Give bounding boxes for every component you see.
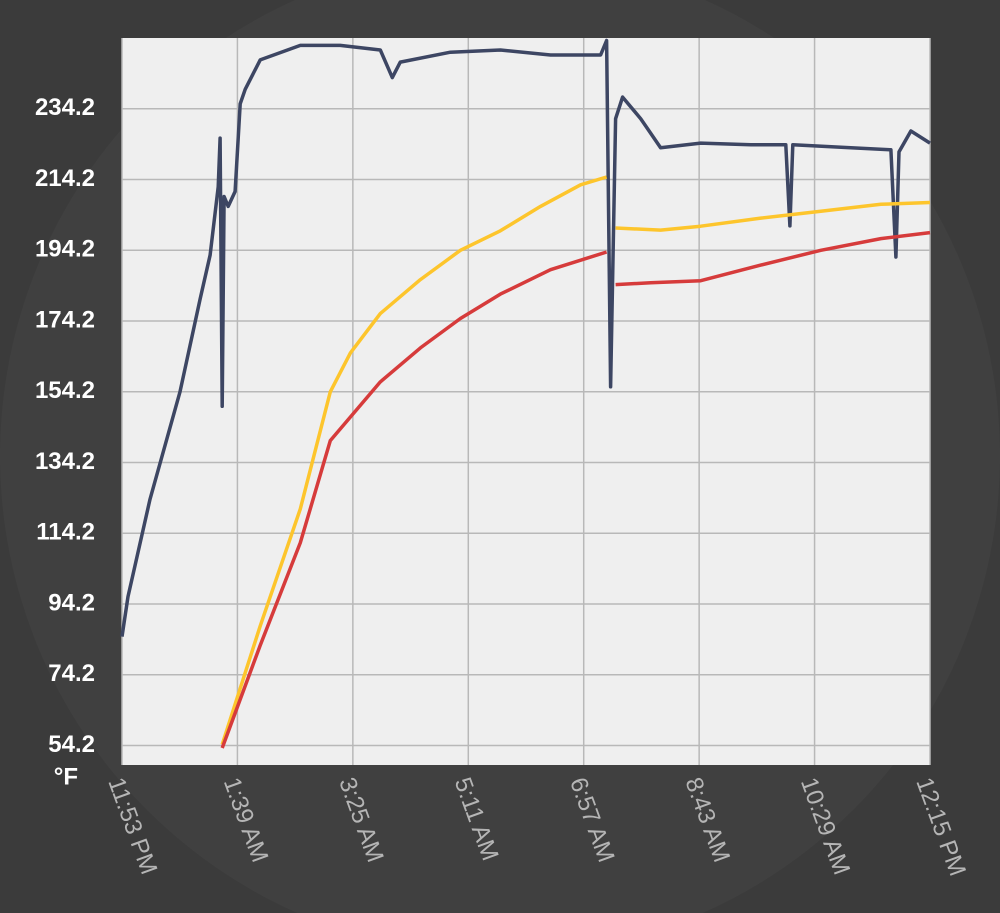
- series-line: [220, 175, 931, 746]
- y-tick-label: 214.2: [35, 165, 95, 192]
- y-tick-label: 54.2: [48, 731, 95, 758]
- y-tick-label: 154.2: [35, 377, 95, 404]
- y-tick-label: 114.2: [36, 519, 95, 546]
- y-tick-label: 194.2: [35, 236, 95, 263]
- y-tick-label: 74.2: [48, 660, 95, 687]
- y-tick-label: 234.2: [35, 94, 95, 121]
- y-tick-label: 94.2: [48, 589, 95, 616]
- series-line: [220, 230, 931, 749]
- y-tick-label: 174.2: [35, 306, 95, 333]
- y-unit-label: °F: [54, 763, 78, 790]
- series-line: [120, 38, 931, 637]
- plot-area: [122, 38, 930, 765]
- y-tick-label: 134.2: [35, 448, 95, 475]
